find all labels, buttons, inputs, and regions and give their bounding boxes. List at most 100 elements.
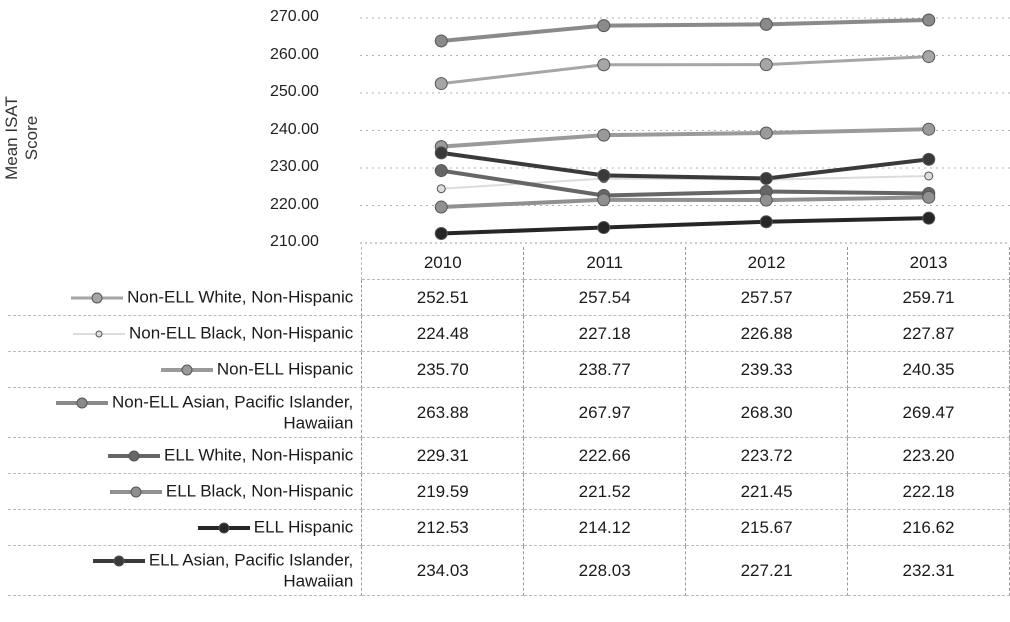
x-tick-label: 2012 bbox=[685, 247, 849, 280]
table-cell: 259.71 bbox=[847, 279, 1010, 316]
table-row: Non-ELL Hispanic 235.70 238.77 239.33 240.35 bbox=[8, 351, 1010, 388]
data-point bbox=[597, 19, 611, 33]
table-cell: 215.67 bbox=[685, 509, 849, 546]
y-tick-label: 210.00 bbox=[270, 233, 319, 250]
table-cell: 227.87 bbox=[847, 315, 1010, 352]
table-row: ELL Asian, Pacific Islander, Hawaiian 234.… bbox=[8, 545, 1010, 596]
table-cell: 214.12 bbox=[523, 509, 687, 546]
legend-key-marker bbox=[130, 486, 142, 498]
legend-key bbox=[107, 450, 160, 462]
data-point bbox=[434, 146, 448, 160]
legend-label: Non-ELL Hispanic bbox=[216, 359, 354, 379]
x-tick-label: 2013 bbox=[847, 247, 1010, 280]
data-point bbox=[759, 171, 773, 185]
legend-key bbox=[71, 292, 124, 303]
table-row: ELL White, Non-Hispanic 229.31 222.66 223.7… bbox=[8, 437, 1010, 474]
table-corner bbox=[8, 247, 363, 280]
legend-key-marker bbox=[181, 364, 193, 376]
legend-entry: Non-ELL Hispanic bbox=[8, 351, 363, 388]
data-point bbox=[759, 126, 773, 140]
y-tick-label: 240.00 bbox=[270, 120, 319, 138]
table-cell: 263.88 bbox=[361, 387, 525, 438]
table-cell: 234.03 bbox=[361, 545, 525, 596]
legend-key-marker bbox=[113, 555, 125, 566]
legend-key bbox=[73, 330, 126, 338]
legend-key bbox=[160, 364, 213, 376]
y-tick-label: 270.00 bbox=[270, 8, 319, 25]
data-point bbox=[597, 128, 611, 142]
line-chart bbox=[360, 13, 1010, 244]
table-cell: 239.33 bbox=[685, 351, 849, 388]
y-tick-label: 250.00 bbox=[270, 83, 319, 100]
legend-entry: ELL White, Non-Hispanic bbox=[8, 437, 363, 474]
table-cell: 226.88 bbox=[685, 315, 849, 352]
table-row: Non-ELL Black, Non-Hispanic 224.48 227.18 2… bbox=[8, 315, 1010, 352]
data-point bbox=[759, 17, 773, 31]
data-point bbox=[922, 13, 936, 27]
series-line bbox=[441, 55, 929, 86]
data-point bbox=[434, 227, 448, 241]
table-row: ELL Hispanic 212.53 214.12 215.67 216.62 bbox=[8, 509, 1010, 546]
data-point bbox=[922, 122, 936, 136]
legend-key-marker bbox=[91, 292, 103, 303]
table-cell: 238.77 bbox=[523, 351, 687, 388]
data-table: 2010 2011 2012 2013 Non-ELL White, Non-Hispa… bbox=[8, 247, 1010, 596]
data-point bbox=[922, 152, 936, 166]
y-tick-label: 220.00 bbox=[270, 195, 319, 213]
table-cell: 229.31 bbox=[361, 437, 525, 474]
table-cell: 223.20 bbox=[847, 437, 1010, 474]
table-cell: 257.57 bbox=[685, 279, 849, 316]
data-point bbox=[434, 164, 448, 178]
data-point bbox=[597, 221, 611, 235]
data-point bbox=[759, 58, 773, 72]
legend-key-marker bbox=[95, 330, 103, 338]
table-cell: 240.35 bbox=[847, 351, 1010, 388]
table-cell: 257.54 bbox=[523, 279, 687, 316]
legend-label: Non-ELL Asian, Pacific Islander, bbox=[112, 392, 354, 412]
table-cell: 235.70 bbox=[361, 351, 525, 388]
data-point bbox=[759, 193, 773, 207]
table-cell: 268.30 bbox=[685, 387, 849, 438]
legend-label: Hawaiian bbox=[283, 413, 354, 433]
legend-label: ELL Asian, Pacific Islander, bbox=[148, 550, 354, 570]
table-cell: 228.03 bbox=[523, 545, 687, 596]
y-tick-label: 230.00 bbox=[270, 158, 319, 175]
y-tick-label: 260.00 bbox=[270, 45, 319, 63]
table-cell: 232.31 bbox=[847, 545, 1010, 596]
series-line bbox=[441, 195, 929, 210]
series-line bbox=[441, 216, 929, 236]
legend-key bbox=[92, 555, 145, 566]
legend-label: Non-ELL Black, Non-Hispanic bbox=[129, 323, 354, 343]
table-cell: 221.45 bbox=[685, 473, 849, 510]
data-point bbox=[597, 168, 611, 182]
legend-key-marker bbox=[218, 522, 230, 534]
series-line bbox=[441, 17, 929, 43]
legend-entry: Non-ELL White, Non-Hispanic bbox=[8, 279, 363, 316]
table-cell: 227.21 bbox=[685, 545, 849, 596]
table-cell: 224.48 bbox=[361, 315, 525, 352]
data-point bbox=[759, 215, 773, 229]
legend-label: Non-ELL White, Non-Hispanic bbox=[127, 287, 354, 307]
data-point bbox=[922, 50, 936, 64]
series-line bbox=[441, 127, 929, 149]
table-cell: 269.47 bbox=[847, 387, 1010, 438]
legend-entry: ELL Hispanic bbox=[8, 509, 363, 546]
legend-entry: Non-ELL Asian, Pacific Islander, Hawaiian bbox=[8, 387, 363, 438]
data-point bbox=[597, 193, 611, 207]
table-row: Non-ELL White, Non-Hispanic 252.51 257.54 2… bbox=[8, 279, 1010, 316]
x-tick-label: 2011 bbox=[523, 247, 687, 280]
data-point bbox=[924, 171, 934, 181]
table-cell: 222.66 bbox=[523, 437, 687, 474]
legend-entry: ELL Asian, Pacific Islander, Hawaiian bbox=[8, 545, 363, 596]
legend-key-marker bbox=[128, 450, 140, 462]
series-line bbox=[440, 150, 929, 181]
data-point bbox=[434, 200, 448, 214]
legend-entry: ELL Black, Non-Hispanic bbox=[8, 473, 363, 510]
table-cell: 221.52 bbox=[523, 473, 687, 510]
table-cell: 252.51 bbox=[361, 279, 525, 316]
table-cell: 222.18 bbox=[847, 473, 1010, 510]
data-point bbox=[922, 190, 936, 204]
table-cell: 223.72 bbox=[685, 437, 849, 474]
table-cell: 219.59 bbox=[361, 473, 525, 510]
table-row: Non-ELL Asian, Pacific Islander, Hawaiian… bbox=[8, 387, 1010, 438]
